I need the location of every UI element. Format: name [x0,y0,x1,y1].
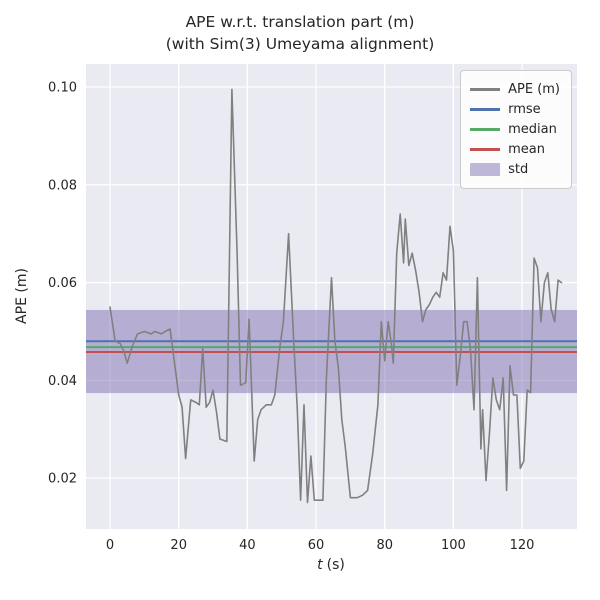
ape-line-swatch [470,83,501,97]
mean-line-swatch [470,143,501,157]
legend-line-sample [470,128,501,131]
legend-item-median: median [470,122,560,137]
x-tick-label: 20 [170,538,187,553]
x-tick-label: 0 [106,538,114,553]
y-tick-label: 0.04 [48,374,77,389]
rmse-line-swatch [470,103,501,117]
x-tick-label: 100 [441,538,466,553]
y-axis-label: APE (m) [14,268,30,324]
y-tick-label: 0.10 [48,80,77,95]
chart-title: APE w.r.t. translation part (m) [185,13,415,31]
median-line-swatch [470,123,501,137]
y-tick-label: 0.06 [48,276,77,291]
legend-label-std: std [508,162,529,177]
ape-series-line [109,88,563,504]
legend: APE (m) rmse median mean std [460,70,572,189]
chart-subtitle: (with Sim(3) Umeyama alignment) [165,35,435,54]
legend-label-rmse: rmse [508,102,541,117]
x-tick-label: 120 [510,538,535,553]
x-tick-label: 80 [376,538,393,553]
legend-label-mean: mean [508,142,545,157]
x-axis-label-unit: (s) [326,557,345,573]
y-tick-label: 0.02 [48,472,77,487]
x-axis-label: t (s) [317,557,345,573]
legend-line-sample [470,88,501,91]
legend-item-rmse: rmse [470,102,560,117]
x-axis-label-var: t [317,557,323,573]
std-patch-swatch [470,163,501,176]
legend-item-mean: mean [470,142,560,157]
y-tick-label: 0.08 [48,178,77,193]
chart-title-block: APE w.r.t. translation part (m) (with Si… [0,11,600,56]
legend-label-ape: APE (m) [508,82,560,97]
x-tick-label: 40 [239,538,256,553]
legend-item-ape: APE (m) [470,82,560,97]
x-tick-label: 60 [308,538,325,553]
legend-item-std: std [470,162,560,177]
legend-label-median: median [508,122,557,137]
legend-line-sample [470,148,501,151]
legend-line-sample [470,108,501,111]
